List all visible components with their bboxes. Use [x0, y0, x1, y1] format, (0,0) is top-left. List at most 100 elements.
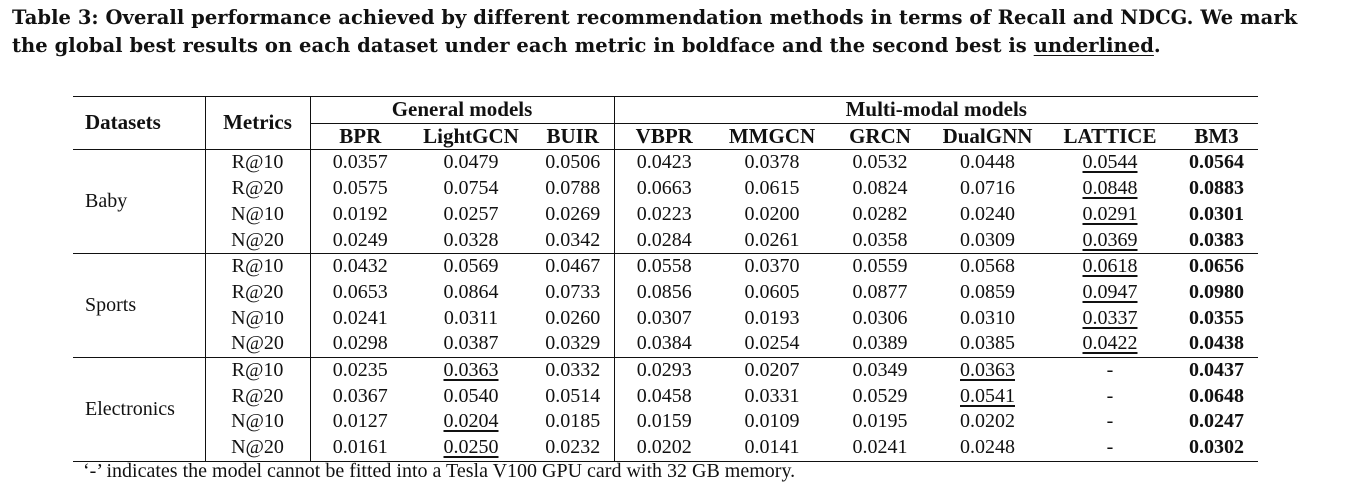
value: 0.0240 — [960, 202, 1015, 225]
value-cell: 0.0127 — [310, 409, 410, 435]
value: 0.0529 — [852, 384, 908, 407]
value: 0.0615 — [744, 177, 800, 200]
value: 0.0193 — [744, 306, 800, 329]
value: 0.0223 — [636, 202, 692, 225]
best-value: 0.0437 — [1189, 359, 1245, 382]
value: 0.0257 — [443, 202, 499, 225]
value: 0.0141 — [744, 436, 800, 459]
value-cell: 0.0331 — [714, 384, 830, 410]
value-cell: 0.0615 — [714, 176, 830, 202]
value-cell: 0.0223 — [614, 202, 714, 228]
value: 0.0432 — [332, 255, 388, 278]
value-cell: 0.0141 — [714, 435, 830, 461]
value-cell: 0.0648 — [1175, 384, 1258, 410]
best-value: 0.0302 — [1189, 436, 1245, 459]
value-cell: 0.0261 — [714, 228, 830, 254]
value-cell: 0.0532 — [830, 150, 930, 176]
value-cell: 0.0864 — [410, 280, 532, 306]
dataset-cell: Baby — [73, 149, 206, 254]
method-header: LATTICE — [1063, 123, 1157, 148]
value-cell: 0.0309 — [930, 228, 1045, 254]
value: 0.0540 — [443, 384, 499, 407]
value: 0.0248 — [960, 436, 1015, 459]
value: 0.0127 — [332, 410, 388, 433]
value: 0.0332 — [545, 359, 601, 382]
value-cell: 0.0432 — [310, 254, 410, 280]
value: 0.0788 — [545, 177, 601, 200]
value: 0.0385 — [960, 332, 1015, 355]
dataset-cell: Sports — [73, 253, 206, 358]
datasets-header: Datasets — [73, 96, 206, 151]
value-cell: 0.0302 — [1175, 435, 1258, 461]
value: 0.0195 — [852, 410, 908, 433]
value-cell: 0.0458 — [614, 384, 714, 410]
table-row: Baby R@10 0.0357 0.0479 0.0506 0.0423 0.0378 0.… — [73, 149, 1258, 254]
table-row: N@10 0.0241 0.0311 0.0260 0.0307 0.0193 0.0306… — [73, 305, 1258, 332]
second-best-value: 0.0544 — [1082, 151, 1138, 174]
best-value: 0.0648 — [1189, 384, 1245, 407]
value: 0.0568 — [960, 255, 1015, 278]
value: 0.0241 — [852, 436, 908, 459]
value: 0.0298 — [332, 332, 388, 355]
best-value: 0.0564 — [1189, 151, 1245, 174]
value-cell: 0.0541 — [930, 384, 1045, 410]
value-cell: 0.0605 — [714, 280, 830, 306]
value-cell: 0.0200 — [714, 202, 830, 228]
value: 0.0877 — [852, 280, 908, 303]
metric-cell: R@10 — [205, 357, 311, 384]
best-value: 0.0656 — [1189, 255, 1245, 278]
metric-cell: R@20 — [205, 176, 311, 202]
value-cell: 0.0544 — [1045, 150, 1175, 176]
value-cell: 0.0250 — [410, 435, 532, 461]
value: 0.0249 — [332, 228, 388, 251]
caption-text: Table 3: Overall performance achieved by… — [12, 6, 1298, 57]
value-cell: 0.0529 — [830, 384, 930, 410]
value-cell: 0.0788 — [532, 176, 615, 202]
metric-cell: N@10 — [205, 409, 311, 436]
value-cell: 0.0248 — [930, 435, 1045, 461]
value: 0.0458 — [636, 384, 692, 407]
value-cell: 0.0437 — [1175, 358, 1258, 384]
value: 0.0331 — [744, 384, 800, 407]
value-cell: 0.0328 — [410, 228, 532, 254]
value-cell: 0.0307 — [614, 306, 714, 332]
value: 0.0733 — [545, 280, 601, 303]
multimodal-models-header: Multi-modal models — [614, 96, 1259, 124]
value-cell: 0.0109 — [714, 409, 830, 435]
value-cell: 0.0193 — [714, 306, 830, 332]
value-cell: 0.0207 — [714, 358, 830, 384]
value-cell: 0.0369 — [1045, 228, 1175, 254]
value: 0.0864 — [443, 280, 499, 303]
value-cell: 0.0363 — [930, 358, 1045, 384]
metric-cell: R@10 — [205, 149, 311, 177]
value: 0.0310 — [960, 306, 1015, 329]
value-cell: 0.0241 — [310, 306, 410, 332]
value-cell: 0.0204 — [410, 409, 532, 435]
value: 0.0282 — [852, 202, 908, 225]
value: 0.0207 — [744, 359, 800, 382]
value-cell: 0.0422 — [1045, 331, 1175, 357]
value-cell: 0.0384 — [614, 331, 714, 357]
best-value: 0.0301 — [1189, 202, 1245, 225]
value: 0.0269 — [545, 202, 601, 225]
value: 0.0532 — [852, 151, 908, 174]
value: 0.0232 — [545, 436, 601, 459]
value: 0.0467 — [545, 255, 601, 278]
table-row: R@20 0.0367 0.0540 0.0514 0.0458 0.0331 0.0529… — [73, 383, 1258, 410]
value-cell: 0.0618 — [1045, 254, 1175, 280]
table-row: N@10 0.0192 0.0257 0.0269 0.0223 0.0200 0.0282… — [73, 201, 1258, 228]
value-cell: 0.0733 — [532, 279, 615, 306]
value-cell: 0.0311 — [410, 306, 532, 332]
table-footnote: ‘-’ indicates the model cannot be fitted… — [83, 460, 796, 482]
value-cell: 0.0438 — [1175, 331, 1258, 357]
second-best-value: 0.0618 — [1082, 255, 1138, 278]
best-value: 0.0883 — [1189, 177, 1245, 200]
table-row: N@10 0.0127 0.0204 0.0185 0.0159 0.0109 0.0195… — [73, 409, 1258, 436]
value: 0.0358 — [852, 228, 908, 251]
value-cell: 0.0564 — [1175, 150, 1258, 176]
value: 0.0605 — [744, 280, 800, 303]
value-cell: 0.0293 — [614, 358, 714, 384]
value-cell: 0.0656 — [1175, 254, 1258, 280]
value-cell: 0.0241 — [830, 435, 930, 461]
value-cell: 0.0859 — [930, 280, 1045, 306]
